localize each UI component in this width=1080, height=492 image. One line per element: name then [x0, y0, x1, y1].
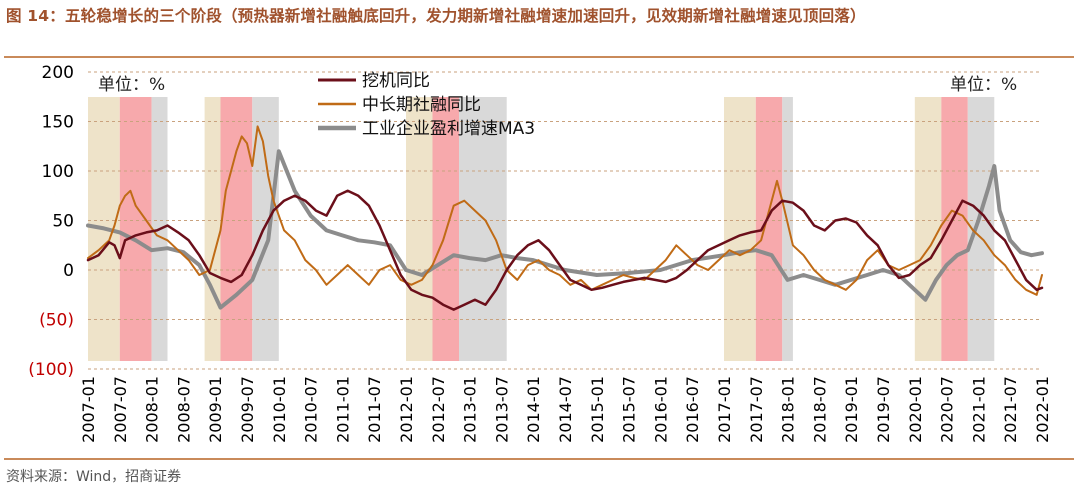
series-line-1 [87, 125, 1043, 296]
y-tick-label-4: 0 [63, 261, 74, 281]
x-tick-label-2018-07: 2018-07 [810, 376, 829, 443]
y-tick-label-0: 200 [42, 63, 74, 83]
y-tick-label-6: (100) [28, 360, 74, 380]
x-tick-label-2018-01: 2018-01 [779, 376, 798, 443]
x-tick-label-2008-01: 2008-01 [143, 376, 162, 443]
stage-band-effect-8 [459, 97, 507, 361]
x-tick-label-2014-01: 2014-01 [524, 376, 543, 443]
stage-band-warmup-9 [724, 97, 756, 361]
x-tick-label-2015-01: 2015-01 [588, 376, 607, 443]
x-tick-label-2019-01: 2019-01 [842, 376, 861, 443]
x-tick-label-2009-01: 2009-01 [206, 376, 225, 443]
x-tick-label-2007-07: 2007-07 [111, 376, 130, 443]
x-tick-label-2021-07: 2021-07 [1001, 376, 1020, 443]
series-line-0 [86, 189, 1044, 311]
stage-band-push-1 [119, 97, 152, 361]
x-tick-label-2012-01: 2012-01 [397, 376, 416, 443]
stage-band-warmup-3 [204, 97, 221, 361]
title-divider [4, 56, 1074, 58]
x-tick-label-2010-07: 2010-07 [302, 376, 321, 443]
source-note: 资料来源：Wind，招商证券 [6, 469, 182, 485]
series-lines [86, 125, 1044, 311]
y-tick-label-2: 100 [42, 162, 74, 182]
x-tick-label-2009-07: 2009-07 [238, 376, 257, 443]
x-tick-label-2013-01: 2013-01 [461, 376, 480, 443]
x-tick-label-2020-01: 2020-01 [906, 376, 925, 443]
stage-band-warmup-6 [406, 97, 433, 361]
y-tick-label-5: (50) [39, 311, 74, 331]
stage-band-push-10 [755, 97, 783, 361]
unit-label-left: 单位：% [98, 75, 165, 95]
x-tick-label-2021-01: 2021-01 [969, 376, 988, 443]
y-tick-label-1: 150 [42, 113, 74, 133]
x-tick-label-2012-07: 2012-07 [429, 376, 448, 443]
footer-divider [4, 458, 1074, 460]
figure-title: 图 14：五轮稳增长的三个阶段（预热器新增社融触底回升，发力期新增社融增速加速回… [6, 7, 866, 25]
x-tick-label-2017-01: 2017-01 [715, 376, 734, 443]
x-tick-label-2020-07: 2020-07 [938, 376, 957, 443]
x-tick-label-2011-07: 2011-07 [365, 376, 384, 443]
line-chart: 200 150 100 50 0 (50) (100) 2007-01 2007-07 2008… [28, 63, 1052, 443]
x-axis: 2007-01 2007-07 2008-01 2008-07 2009-01 2009-… [79, 376, 1052, 443]
y-tick-label-3: 50 [52, 212, 74, 232]
x-tick-label-2011-01: 2011-01 [333, 376, 352, 443]
x-tick-label-2007-01: 2007-01 [79, 376, 98, 443]
x-tick-label-2013-07: 2013-07 [492, 376, 511, 443]
legend-label-0: 挖机同比 [362, 71, 430, 91]
legend-label-2: 工业企业盈利增速MA3 [362, 119, 535, 139]
stage-band-warmup-12 [914, 97, 942, 361]
stage-band-push-4 [220, 97, 253, 361]
x-tick-label-2008-07: 2008-07 [174, 376, 193, 443]
x-tick-label-2015-07: 2015-07 [620, 376, 639, 443]
unit-label-right: 单位：% [950, 75, 1017, 95]
x-tick-label-2010-01: 2010-01 [270, 376, 289, 443]
x-tick-label-2016-07: 2016-07 [683, 376, 702, 443]
x-tick-label-2019-07: 2019-07 [874, 376, 893, 443]
x-tick-label-2016-01: 2016-01 [651, 376, 670, 443]
x-tick-label-2014-07: 2014-07 [556, 376, 575, 443]
x-tick-label-2017-07: 2017-07 [747, 376, 766, 443]
stage-band-effect-5 [252, 97, 279, 361]
legend-label-1: 中长期社融同比 [362, 95, 481, 115]
series-line-2 [86, 149, 1044, 310]
x-tick-label-2022-01: 2022-01 [1033, 376, 1052, 443]
stage-band-effect-11 [782, 97, 793, 361]
stage-band-push-13 [941, 97, 968, 361]
y-axis: 200 150 100 50 0 (50) (100) [28, 63, 74, 380]
stage-bands [88, 97, 995, 361]
